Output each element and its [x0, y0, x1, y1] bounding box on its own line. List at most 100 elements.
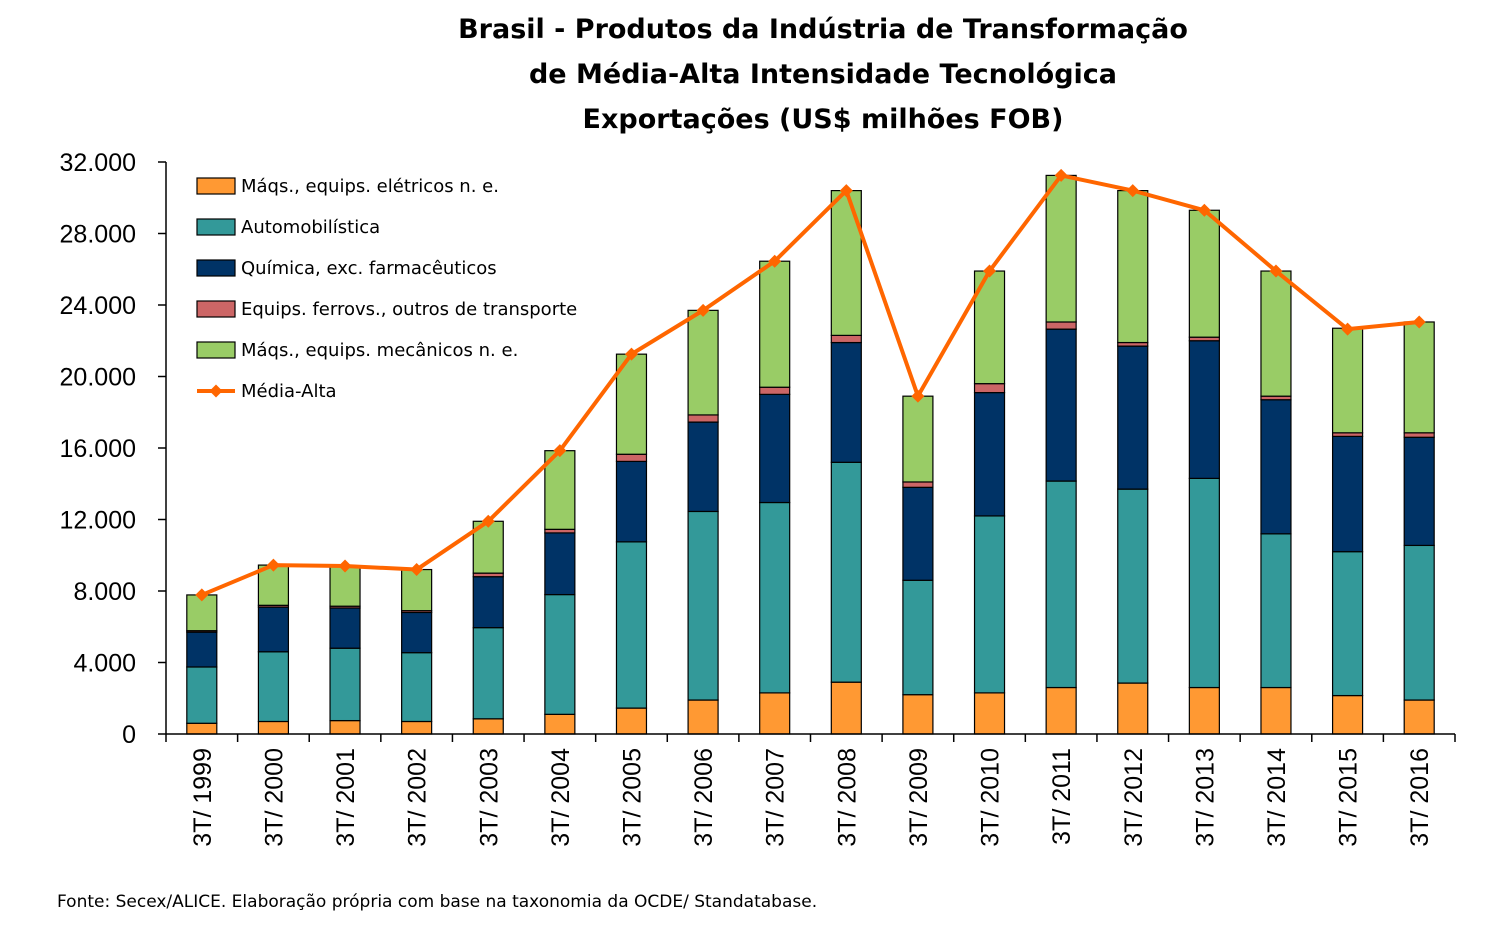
bar-segment-s1-5 — [544, 593, 576, 715]
line-marker-5 — [553, 444, 567, 458]
bar-segment-s2-9 — [830, 341, 862, 463]
bar-segment-s3-17 — [1403, 432, 1435, 438]
bar-segment-s0-3 — [401, 720, 433, 735]
y-tick-label-5: 20.000 — [60, 364, 136, 392]
bar-segment-s1-11 — [973, 515, 1006, 694]
bar-segment-s2-6 — [615, 460, 648, 543]
x-tick-label-8: 3T/ 2007 — [762, 748, 790, 847]
bar-segment-s4-15 — [1260, 270, 1292, 397]
x-tick-label-3: 3T/ 2002 — [404, 748, 432, 847]
legend-label-4: Máqs., equips. mecânicos n. e. — [241, 340, 518, 361]
bar-segment-s2-11 — [973, 391, 1006, 517]
bar-segment-s4-10 — [902, 395, 934, 483]
bar-segment-s1-14 — [1188, 477, 1220, 689]
x-tick-label-17: 3T/ 2016 — [1406, 748, 1434, 847]
bar-segment-s0-11 — [973, 692, 1006, 735]
bar-segment-s3-6 — [615, 453, 648, 463]
bar-segment-s1-12 — [1045, 480, 1077, 689]
bar-segment-s4-9 — [830, 190, 862, 336]
bar-segment-s0-14 — [1188, 686, 1220, 735]
x-tick-label-13: 3T/ 2012 — [1120, 748, 1148, 847]
legend-swatch-1 — [196, 218, 236, 236]
x-tick-label-4: 3T/ 2003 — [475, 748, 503, 847]
bar-segment-s2-2 — [329, 607, 361, 649]
legend-swatch-0 — [196, 177, 236, 195]
bar-segment-s2-7 — [687, 421, 719, 513]
bar-segment-s4-8 — [759, 260, 791, 388]
chart-title: Brasil - Produtos da Indústria de Transf… — [458, 14, 1188, 135]
legend-swatch-3 — [196, 300, 236, 318]
bar-segment-s1-6 — [615, 541, 648, 709]
bar-segment-s2-4 — [472, 576, 504, 629]
bar-segment-s4-16 — [1331, 327, 1364, 434]
bar-segment-s2-0 — [186, 631, 218, 668]
bar-segment-s1-4 — [472, 627, 504, 720]
y-tick-label-4: 16.000 — [60, 435, 136, 463]
bar-segment-s0-16 — [1331, 694, 1364, 735]
bar-segment-s2-10 — [902, 486, 934, 581]
legend-label-1: Automobilística — [241, 217, 380, 238]
x-tick-label-1: 3T/ 2000 — [260, 748, 288, 847]
y-tick-label-7: 28.000 — [60, 221, 136, 249]
title-line-1: Brasil - Produtos da Indústria de Transf… — [458, 14, 1188, 45]
line-marker-12 — [1054, 168, 1068, 182]
x-tick-label-12: 3T/ 2011 — [1048, 748, 1076, 845]
y-tick-label-1: 4.000 — [73, 650, 136, 678]
bar-segment-s0-7 — [687, 699, 719, 735]
axes: 0 4.000 8.000 12.000 16.000 20.000 24.000 28.00… — [60, 149, 1456, 847]
line-marker-10 — [911, 389, 925, 403]
legend-swatch-4 — [196, 341, 236, 359]
bar-segment-s2-15 — [1260, 399, 1292, 535]
bar-segment-s3-8 — [759, 386, 791, 395]
bar-segment-s1-13 — [1117, 488, 1149, 684]
line-marker-7 — [696, 303, 710, 317]
source-note: Fonte: Secex/ALICE. Elaboração própria c… — [57, 892, 817, 912]
line-marker-13 — [1126, 184, 1140, 198]
bar-segment-s1-0 — [186, 666, 218, 724]
bar-segment-s1-9 — [830, 461, 862, 683]
y-tick-label-0: 0 — [122, 721, 136, 749]
bar-segment-s1-1 — [257, 651, 290, 723]
bar-segment-s0-4 — [472, 718, 504, 735]
bar-segment-s2-1 — [257, 606, 290, 653]
y-tick-label-8: 32.000 — [60, 149, 136, 177]
line-marker-4 — [481, 514, 495, 528]
y-tick-label-2: 8.000 — [73, 578, 136, 606]
line-marker-2 — [338, 559, 352, 573]
line-marker-9 — [839, 184, 853, 198]
bar-segment-s0-9 — [830, 681, 862, 735]
line-marker-15 — [1269, 264, 1283, 278]
title-line-2: de Média-Alta Intensidade Tecnológica — [529, 59, 1117, 90]
bar-segment-s0-6 — [615, 707, 648, 735]
x-tick-label-14: 3T/ 2013 — [1191, 748, 1219, 847]
line-media-alta — [201, 173, 1420, 597]
bar-segment-s1-7 — [687, 510, 719, 701]
x-tick-label-11: 3T/ 2010 — [977, 748, 1005, 847]
bar-segment-s1-17 — [1403, 544, 1435, 701]
bar-segment-s0-1 — [257, 720, 290, 735]
bar-segment-s0-5 — [544, 713, 576, 735]
bar-segment-s4-5 — [544, 450, 576, 530]
y-tick-label-3: 12.000 — [60, 507, 136, 535]
bar-segment-s4-2 — [329, 565, 361, 607]
x-tick-label-6: 3T/ 2005 — [618, 748, 646, 847]
bar-segment-s0-10 — [902, 694, 934, 735]
line-layer — [195, 168, 1426, 602]
y-tick-label-6: 24.000 — [60, 292, 136, 320]
x-tick-label-10: 3T/ 2009 — [905, 748, 933, 847]
legend-label-3: Equips. ferrovs., outros de transporte — [241, 299, 577, 320]
bar-segment-s1-10 — [902, 579, 934, 696]
bar-segment-s2-17 — [1403, 436, 1435, 547]
bar-segment-s1-2 — [329, 647, 361, 722]
bar-segment-s2-5 — [544, 532, 576, 596]
bar-segment-s2-16 — [1331, 435, 1364, 553]
bar-segment-s4-17 — [1403, 321, 1435, 434]
legend-label-line: Média-Alta — [241, 381, 337, 402]
bar-segment-s4-14 — [1188, 209, 1220, 338]
legend-swatch-2 — [196, 259, 236, 277]
bar-segment-s3-10 — [902, 481, 934, 488]
bar-segment-s1-15 — [1260, 533, 1292, 689]
bar-segment-s0-0 — [186, 722, 218, 735]
bar-segment-s2-8 — [759, 393, 791, 504]
bar-segment-s2-14 — [1188, 340, 1220, 479]
